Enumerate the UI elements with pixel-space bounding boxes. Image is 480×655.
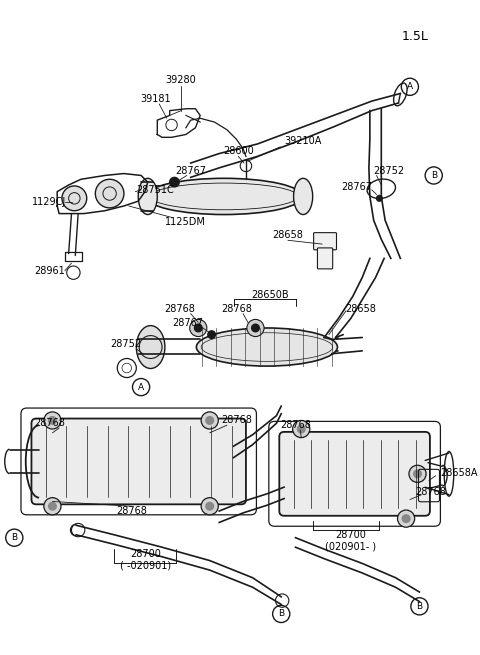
Text: 28768: 28768 (415, 487, 446, 497)
Text: 1.5L: 1.5L (402, 29, 429, 43)
Text: ( -020901): ( -020901) (120, 560, 171, 571)
Text: 28768: 28768 (221, 415, 252, 426)
FancyBboxPatch shape (32, 419, 246, 504)
Text: 28767: 28767 (175, 166, 206, 176)
Ellipse shape (196, 328, 337, 366)
Text: B: B (11, 533, 17, 542)
Circle shape (194, 324, 202, 332)
Text: 39210A: 39210A (285, 136, 322, 146)
Circle shape (96, 179, 124, 208)
FancyBboxPatch shape (313, 233, 336, 250)
Circle shape (190, 320, 207, 337)
Text: 28767: 28767 (341, 182, 372, 192)
Circle shape (201, 498, 218, 515)
Text: A: A (407, 83, 413, 91)
Text: 1129CJ: 1129CJ (33, 197, 67, 207)
Circle shape (409, 465, 426, 482)
Circle shape (48, 502, 56, 510)
Circle shape (397, 510, 415, 527)
Text: A: A (138, 383, 144, 392)
Text: 28768: 28768 (164, 304, 195, 314)
Circle shape (298, 425, 305, 433)
Text: 28700: 28700 (336, 530, 366, 540)
Text: 39181: 39181 (140, 94, 171, 104)
Text: 28600: 28600 (223, 145, 254, 156)
Circle shape (206, 417, 214, 424)
Circle shape (402, 515, 410, 523)
Text: 28658A: 28658A (441, 468, 478, 478)
Text: 28700: 28700 (131, 549, 161, 559)
Text: B: B (431, 171, 437, 180)
Text: 28768: 28768 (116, 506, 147, 516)
Text: 28658: 28658 (345, 304, 376, 314)
Circle shape (252, 324, 259, 332)
Circle shape (62, 186, 87, 211)
Circle shape (208, 331, 216, 339)
Text: B: B (416, 602, 422, 611)
Text: 28961: 28961 (34, 266, 65, 276)
Ellipse shape (294, 178, 312, 215)
Text: 39280: 39280 (166, 75, 196, 85)
Text: 28752: 28752 (373, 166, 405, 176)
Circle shape (169, 178, 179, 187)
Ellipse shape (138, 178, 157, 215)
Text: 28768: 28768 (280, 421, 311, 430)
Ellipse shape (136, 326, 165, 369)
Circle shape (44, 412, 61, 429)
Text: 28752: 28752 (110, 339, 142, 349)
Circle shape (247, 320, 264, 337)
Ellipse shape (145, 178, 303, 215)
Circle shape (414, 470, 421, 477)
Text: 28768: 28768 (34, 419, 65, 428)
Circle shape (44, 498, 61, 515)
Circle shape (48, 417, 56, 424)
Text: 28658: 28658 (273, 229, 303, 240)
Circle shape (293, 421, 310, 438)
Text: 28767: 28767 (172, 318, 204, 328)
Text: 28751C: 28751C (136, 185, 174, 195)
Text: 28650B: 28650B (251, 290, 288, 299)
Text: 1125DM: 1125DM (166, 217, 206, 227)
Text: (020901- ): (020901- ) (325, 541, 376, 552)
Text: 28768: 28768 (221, 304, 252, 314)
FancyBboxPatch shape (279, 432, 430, 515)
FancyBboxPatch shape (317, 248, 333, 269)
Circle shape (206, 502, 214, 510)
Text: B: B (278, 609, 284, 618)
Circle shape (201, 412, 218, 429)
Circle shape (376, 195, 382, 201)
